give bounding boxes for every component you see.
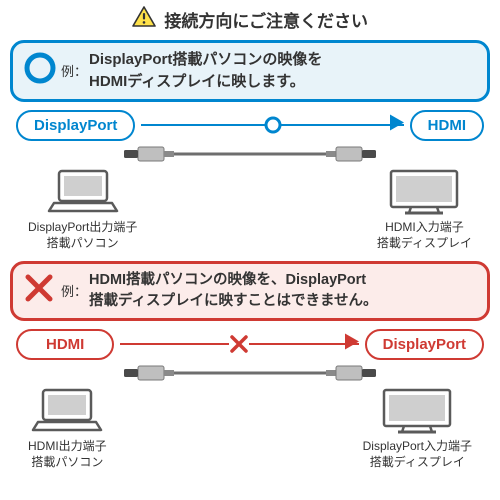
ng-cable-illustration [10, 362, 490, 384]
ng-line1: HDMI搭載パソコンの映像を、DisplayPort [89, 272, 366, 288]
ng-box-text: HDMI搭載パソコンの映像を、DisplayPort 搭載ディスプレイに映すこと… [89, 270, 378, 312]
ok-monitor-label: HDMI入力端子 搭載ディスプレイ [377, 219, 472, 251]
arrow-right-icon [343, 333, 361, 356]
ng-mid-x-icon [229, 334, 249, 354]
ok-line2: HDMIディスプレイに映します。 [89, 73, 305, 90]
ok-circle-icon [23, 51, 61, 90]
monitor-icon [378, 386, 456, 434]
ok-flow: DisplayPort HDMI [10, 110, 490, 141]
laptop-icon [31, 386, 103, 434]
laptop-icon [47, 167, 119, 215]
ng-laptop: HDMI出力端子 搭載パソコン [28, 386, 107, 470]
ok-laptop: DisplayPort出力端子 搭載パソコン [28, 167, 137, 251]
ng-laptop-label: HDMI出力端子 搭載パソコン [28, 438, 107, 470]
ng-monitor: DisplayPort入力端子 搭載ディスプレイ [363, 386, 472, 470]
ok-line1: DisplayPort搭載パソコンの映像を [89, 51, 322, 68]
ok-devices: DisplayPort出力端子 搭載パソコン HDMI入力端子 搭載ディスプレイ [10, 167, 490, 251]
ng-flow: HDMI DisplayPort [10, 329, 490, 360]
ng-monitor-label: DisplayPort入力端子 搭載ディスプレイ [363, 438, 472, 470]
ng-x-icon [23, 272, 61, 309]
ng-cable-row [120, 331, 358, 357]
ok-box-text: DisplayPort搭載パソコンの映像を HDMIディスプレイに映します。 [89, 49, 322, 93]
ok-cable-row [141, 112, 403, 138]
warning-icon [132, 6, 156, 32]
ok-laptop-label: DisplayPort出力端子 搭載パソコン [28, 219, 137, 251]
arrow-right-icon [388, 114, 406, 137]
monitor-icon [385, 167, 463, 215]
ok-mid-circle-icon [264, 116, 282, 134]
header-title: 接続方向にご注意ください [164, 7, 368, 32]
ok-left-badge: DisplayPort [16, 110, 135, 141]
ng-rei-label: 例： [61, 281, 89, 300]
ok-rei-label: 例： [61, 61, 89, 80]
ok-right-badge: HDMI [410, 110, 484, 141]
ok-cable-illustration [10, 143, 490, 165]
header-banner: 接続方向にご注意ください [10, 6, 490, 32]
ok-info-box: 例： DisplayPort搭載パソコンの映像を HDMIディスプレイに映します… [10, 40, 490, 102]
ng-line2: 搭載ディスプレイに映すことはできません。 [89, 293, 378, 309]
ok-monitor: HDMI入力端子 搭載ディスプレイ [377, 167, 472, 251]
ng-left-badge: HDMI [16, 329, 114, 360]
ng-right-badge: DisplayPort [365, 329, 484, 360]
ng-info-box: 例： HDMI搭載パソコンの映像を、DisplayPort 搭載ディスプレイに映… [10, 261, 490, 321]
ng-devices: HDMI出力端子 搭載パソコン DisplayPort入力端子 搭載ディスプレイ [10, 386, 490, 470]
